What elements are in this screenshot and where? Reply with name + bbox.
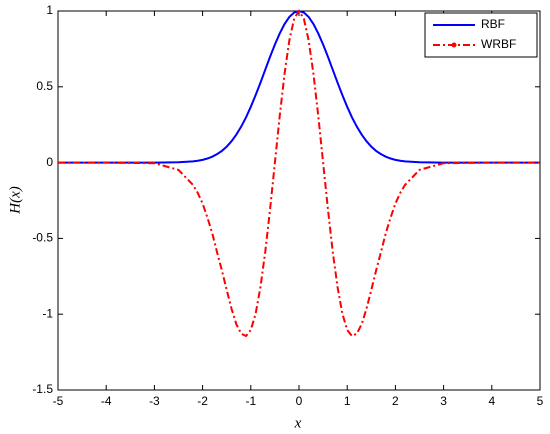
x-tick-label: 4 bbox=[488, 394, 495, 408]
y-axis-label: H(x) bbox=[7, 186, 23, 214]
x-tick-label: 5 bbox=[537, 394, 544, 408]
x-axis-label: x bbox=[294, 415, 302, 431]
legend-label: WRBF bbox=[481, 37, 516, 51]
x-tick-label: -2 bbox=[197, 394, 208, 408]
y-tick-label: -1.5 bbox=[32, 382, 53, 396]
y-tick-label: 0 bbox=[46, 155, 53, 169]
x-tick-label: -4 bbox=[101, 394, 112, 408]
x-tick-label: 1 bbox=[344, 394, 351, 408]
y-tick-label: -1 bbox=[42, 306, 53, 320]
x-tick-label: 3 bbox=[440, 394, 447, 408]
x-tick-label: 0 bbox=[296, 394, 303, 408]
x-tick-label: -3 bbox=[149, 394, 160, 408]
series-line bbox=[58, 9, 540, 338]
legend-marker bbox=[451, 42, 457, 48]
y-tick-label: 0.5 bbox=[36, 79, 53, 93]
x-tick-label: -5 bbox=[53, 394, 64, 408]
x-tick-label: -1 bbox=[245, 394, 256, 408]
legend-label: RBF bbox=[481, 17, 505, 31]
y-tick-label: -0.5 bbox=[32, 231, 53, 245]
legend-box bbox=[424, 12, 538, 58]
y-tick-label: 1 bbox=[46, 3, 53, 17]
x-tick-label: 2 bbox=[392, 394, 399, 408]
